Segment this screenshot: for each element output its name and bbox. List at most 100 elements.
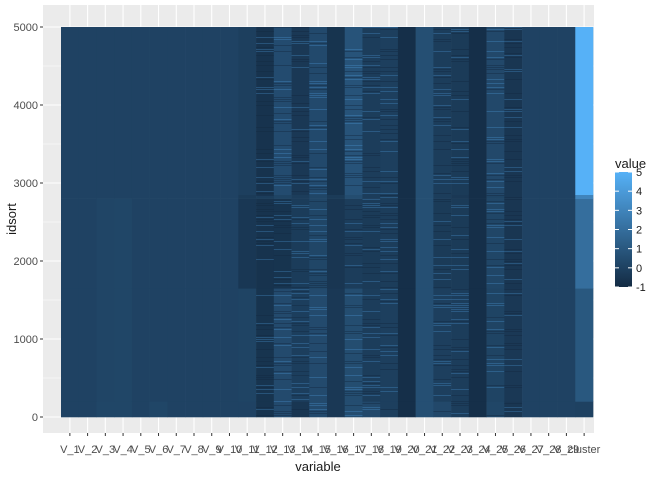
heatmap-cell-stripe	[451, 295, 469, 296]
heatmap-cell-stripe	[273, 323, 292, 324]
heatmap-cell-stripe	[451, 159, 469, 160]
heatmap-cell-stripe	[344, 305, 363, 306]
heatmap-cell-stripe	[309, 343, 327, 344]
heatmap-cell-stripe	[256, 415, 274, 416]
heatmap-cell-stripe	[273, 305, 292, 306]
heatmap-cell-stripe	[380, 213, 398, 214]
heatmap-cell-stripe	[273, 99, 292, 100]
heatmap-cell-stripe	[309, 129, 327, 130]
heatmap-cell-stripe	[309, 333, 327, 334]
heatmap-cell	[273, 27, 292, 195]
heatmap-cell-stripe	[344, 139, 363, 140]
heatmap-cell-stripe	[380, 119, 398, 120]
heatmap-cell-stripe	[433, 125, 452, 126]
heatmap-cell-stripe	[451, 321, 469, 322]
heatmap-cell	[78, 288, 97, 402]
heatmap-cell-stripe	[486, 51, 505, 52]
heatmap-cell-stripe	[362, 349, 381, 350]
heatmap-cell-stripe	[344, 389, 363, 390]
heatmap-cell-stripe	[291, 111, 310, 112]
heatmap-cell-stripe	[362, 55, 381, 56]
heatmap-cell-stripe	[309, 189, 327, 190]
heatmap-cell-stripe	[433, 257, 452, 258]
heatmap-cell-stripe	[273, 183, 292, 184]
heatmap-cell-stripe	[380, 115, 398, 116]
heatmap-cell-stripe	[504, 79, 523, 80]
heatmap-cell-stripe	[451, 163, 469, 164]
heatmap-cell-stripe	[256, 61, 274, 62]
heatmap-cell	[291, 27, 310, 195]
heatmap-cell-stripe	[256, 245, 274, 246]
heatmap-cell-stripe	[256, 79, 274, 80]
heatmap-cell-stripe	[380, 227, 398, 228]
heatmap-cell-stripe	[451, 303, 469, 304]
heatmap-cell-stripe	[256, 159, 274, 160]
heatmap-cell-stripe	[309, 239, 327, 240]
x-tick-label: V_11	[235, 444, 260, 456]
heatmap-cell-stripe	[291, 35, 310, 36]
heatmap-cell-stripe	[380, 323, 398, 324]
heatmap-cell	[433, 198, 452, 289]
heatmap-cell-stripe	[309, 235, 327, 236]
heatmap-cell-stripe	[504, 313, 523, 314]
heatmap-cell-stripe	[273, 119, 292, 120]
heatmap-cell-stripe	[291, 27, 310, 28]
heatmap-cell-stripe	[291, 253, 310, 254]
heatmap-cell	[380, 288, 399, 402]
heatmap-cell-stripe	[362, 27, 381, 28]
heatmap-cell-stripe	[486, 317, 505, 318]
heatmap-cell-stripe	[451, 347, 469, 348]
heatmap-cell	[380, 194, 399, 199]
heatmap-cell-stripe	[433, 279, 452, 280]
y-tick-label: 2000	[14, 256, 38, 268]
heatmap-cell	[149, 288, 168, 402]
heatmap-cell-stripe	[486, 209, 505, 210]
x-axis: V_1V_2V_3V_4V_5V_6V_7V_8V_9V_10V_11V_12V…	[60, 433, 601, 456]
heatmap-cell-stripe	[433, 105, 452, 106]
heatmap-cell-stripe	[291, 361, 310, 362]
heatmap-cell-stripe	[256, 295, 274, 296]
legend: value 5 4 3 2 1 0 -1	[615, 156, 646, 294]
heatmap-cell-stripe	[344, 331, 363, 332]
heatmap-cell-stripe	[504, 295, 523, 296]
heatmap-cell-stripe	[362, 251, 381, 252]
heatmap-cell-stripe	[433, 221, 452, 222]
heatmap-cell-stripe	[486, 143, 505, 144]
heatmap-cell-stripe	[291, 175, 310, 176]
heatmap-cell-stripe	[504, 279, 523, 280]
heatmap-cell-stripe	[344, 411, 363, 412]
heatmap-cell-stripe	[451, 373, 469, 374]
heatmap-cell	[344, 194, 363, 199]
heatmap-cell-stripe	[451, 127, 469, 128]
heatmap-cell-stripe	[291, 181, 310, 182]
x-tick-label: V_26	[500, 444, 526, 456]
heatmap-cell-stripe	[433, 135, 452, 136]
heatmap-cell-stripe	[433, 383, 452, 384]
heatmap-cell-stripe	[362, 319, 381, 320]
heatmap-cell	[380, 198, 399, 289]
heatmap-cell	[256, 401, 275, 418]
heatmap-cell-stripe	[451, 269, 469, 270]
heatmap-cell-stripe	[504, 181, 523, 182]
heatmap-cell-stripe	[291, 41, 310, 42]
heatmap-cell-stripe	[291, 347, 310, 348]
heatmap-cell-stripe	[504, 385, 523, 386]
heatmap-cell	[397, 194, 416, 199]
heatmap-cell-stripe	[451, 307, 469, 308]
heatmap-cell-stripe	[486, 79, 505, 80]
heatmap-cell-stripe	[309, 411, 327, 412]
heatmap-cell-stripe	[504, 387, 523, 388]
heatmap-cell-stripe	[486, 227, 505, 228]
heatmap-cell-stripe	[256, 193, 274, 194]
heatmap-cell-stripe	[256, 389, 274, 390]
heatmap-cell-stripe	[344, 77, 363, 78]
heatmap-cell-stripe	[273, 249, 292, 250]
heatmap-cell-stripe	[362, 205, 381, 206]
heatmap-cell-stripe	[344, 65, 363, 66]
heatmap-cell	[149, 198, 168, 289]
heatmap-cell	[131, 194, 150, 199]
heatmap-cell-stripe	[309, 81, 327, 82]
heatmap-cell-stripe	[504, 197, 523, 198]
heatmap-cell	[131, 27, 150, 195]
heatmap-cell-stripe	[256, 149, 274, 150]
